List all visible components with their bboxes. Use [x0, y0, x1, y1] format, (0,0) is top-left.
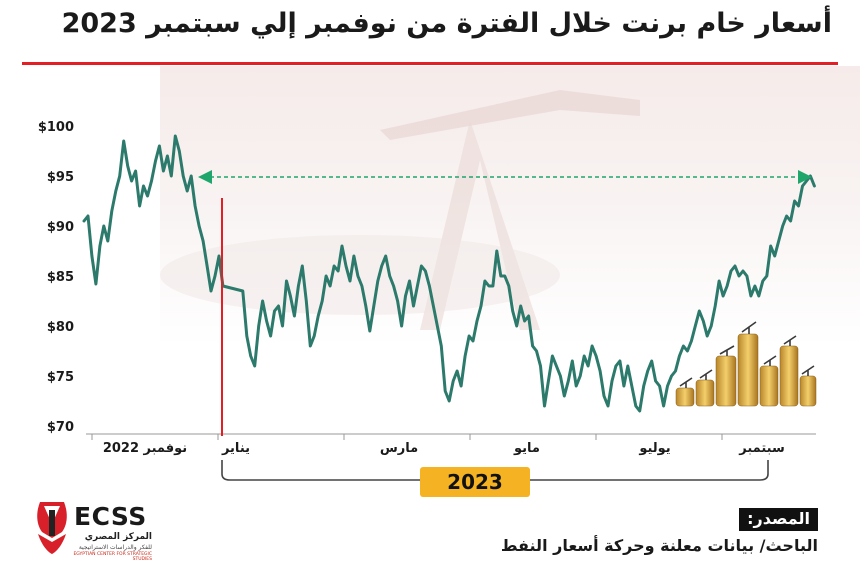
grid-layer [86, 433, 816, 440]
y-tick-label: $100 [38, 120, 74, 135]
x-tick-label: يناير [221, 441, 250, 456]
series-layer [82, 134, 816, 413]
y-tick-label: $85 [47, 270, 74, 285]
x-axis-ticks: نوفمبر 2022 يناير مارس مايو يوليو سبتمبر [103, 441, 785, 456]
source-text: الباحث/ بيانات معلنة وحركة أسعار النفط [500, 536, 818, 555]
arrow-head-right [798, 170, 812, 184]
arrow-head-left [198, 170, 212, 184]
y-tick-label: $95 [47, 170, 74, 185]
coins-oil-pumps-illustration [675, 321, 817, 407]
chart-title: أسعار خام برنت خلال الفترة من نوفمبر إلي… [61, 8, 832, 39]
x-tick-label: سبتمبر [738, 441, 785, 456]
ecss-logo-icon [37, 502, 67, 554]
x-tick-label: مارس [380, 441, 418, 456]
logo-subtitle: المركز المصري [84, 532, 152, 542]
source-label: المصدر: [739, 508, 818, 531]
x-tick-label: نوفمبر 2022 [103, 441, 187, 456]
year-2023-bracket [221, 460, 769, 481]
y-axis-ticks: $100 $95 $90 $85 $80 $75 $70 [38, 120, 74, 435]
y-tick-label: $80 [47, 320, 74, 335]
y-tick-label: $75 [47, 370, 74, 385]
y-tick-label: $70 [47, 420, 74, 435]
year-badge: 2023 [420, 467, 530, 497]
title-rule [22, 62, 838, 65]
x-tick-label: مايو [513, 441, 540, 456]
logo-subtitle-2: للفكر والدراسات الاستراتيجية [78, 544, 152, 551]
x-tick-label: يوليو [638, 441, 670, 456]
logo-subtitle-3: EGYPTIAN CENTER FOR STRATEGIC STUDIES [73, 552, 152, 562]
overlay-layer [198, 170, 812, 481]
y-tick-label: $90 [47, 220, 74, 235]
brent-price-line [82, 134, 816, 413]
logo-name: ECSS [74, 502, 147, 531]
